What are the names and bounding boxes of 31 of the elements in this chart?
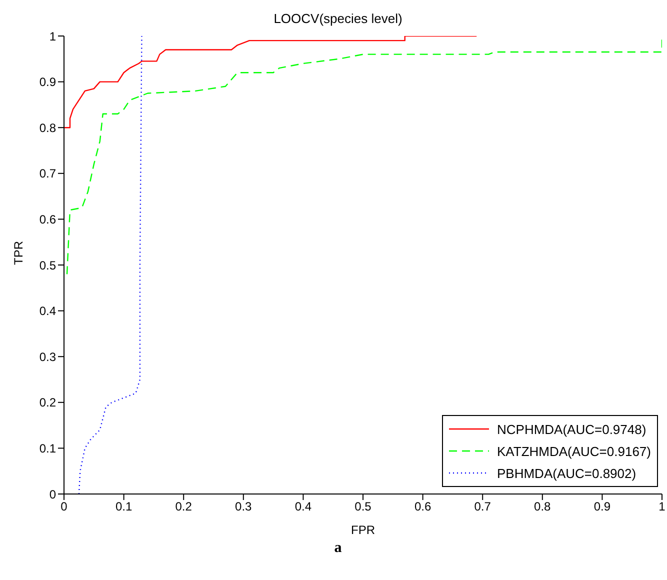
x-tick-label: 0.1 <box>115 500 132 514</box>
line-series <box>64 36 478 128</box>
x-tick-label: 0.3 <box>235 500 252 514</box>
legend-label: KATZHMDA(AUC=0.9167) <box>497 444 651 458</box>
x-tick-label: 1 <box>658 500 666 514</box>
y-tick-label: 0.3 <box>39 350 56 364</box>
y-tick-label: 0.9 <box>39 75 56 90</box>
y-tick-label: 0.6 <box>39 212 56 226</box>
x-tick-label: 0.9 <box>594 500 611 514</box>
y-tick-label: 0.8 <box>39 120 56 135</box>
line-series <box>78 36 142 494</box>
x-tick-label: 0.8 <box>534 500 552 514</box>
x-tick-label: 0.6 <box>414 500 432 514</box>
legend-label: PBHMDA(AUC=0.8902) <box>497 466 636 480</box>
text: a <box>333 540 343 557</box>
y-tick-label: 0.2 <box>39 396 56 410</box>
y-tick-label: 0.4 <box>39 304 56 318</box>
legend-label: NCPHMDA(AUC=0.9748) <box>497 422 646 436</box>
y-tick-label: 0.7 <box>39 166 56 181</box>
y-tick-label: 1 <box>49 29 56 44</box>
y-tick-label: 0.5 <box>39 258 56 272</box>
y-axis-title: TPR <box>11 240 26 265</box>
y-tick-label: 0 <box>49 487 56 502</box>
x-tick-label: 0 <box>60 500 68 514</box>
x-tick-label: 0.5 <box>354 500 372 514</box>
x-tick-label: 0.2 <box>175 500 192 514</box>
x-tick-label: 0.7 <box>474 500 492 514</box>
x-axis-title: FPR <box>351 523 376 537</box>
y-tick-label: 0.1 <box>39 441 56 456</box>
x-tick-label: 0.4 <box>294 500 312 514</box>
chart-title: LOOCV(species level) <box>272 10 404 28</box>
